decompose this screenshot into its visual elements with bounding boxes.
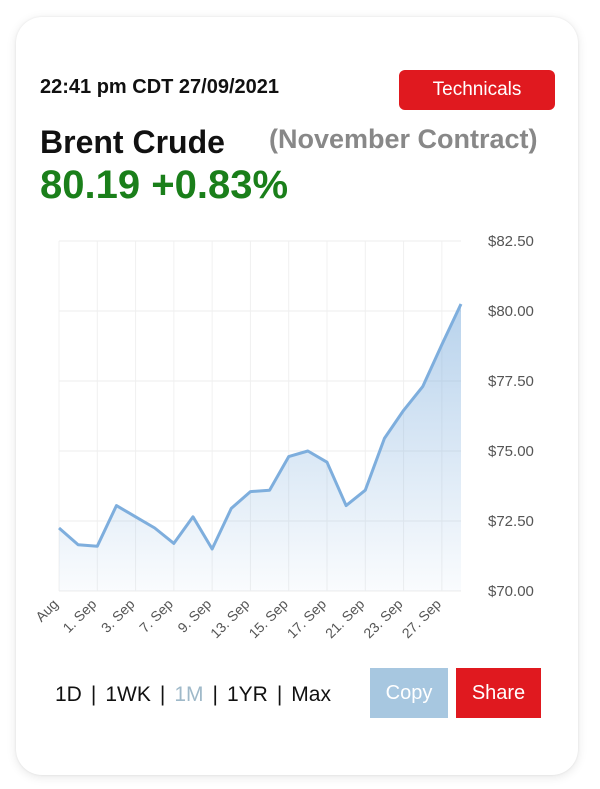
data-point <box>191 515 195 519</box>
x-tick-label: 1. Sep <box>59 596 99 636</box>
price-value: 80.19 <box>40 163 141 207</box>
price-series-line <box>58 303 463 551</box>
data-point <box>76 543 80 547</box>
x-tick-label: Aug <box>32 596 61 625</box>
range-option-1m[interactable]: 1M <box>174 683 204 706</box>
data-point <box>153 526 157 530</box>
technicals-button[interactable]: Technicals <box>399 70 555 110</box>
data-point <box>382 436 386 440</box>
data-point <box>134 515 138 519</box>
data-point <box>248 490 252 494</box>
chart-area <box>59 304 461 591</box>
data-point <box>95 544 99 548</box>
data-point <box>306 449 310 453</box>
data-point <box>172 541 176 545</box>
x-tick-label: 17. Sep <box>284 596 330 642</box>
x-tick-label: 15. Sep <box>245 596 291 642</box>
data-point <box>325 460 329 464</box>
data-point <box>57 526 61 530</box>
data-point <box>114 504 118 508</box>
x-tick-label: 13. Sep <box>207 596 253 642</box>
y-axis: $82.50 $80.00 $77.50 $75.00 $72.50 $70.00 <box>488 233 534 600</box>
range-option-max[interactable]: Max <box>291 683 331 706</box>
y-tick-label: $77.50 <box>488 373 534 390</box>
range-separator: | <box>159 683 166 706</box>
data-point <box>210 547 214 551</box>
data-point <box>363 488 367 492</box>
y-tick-label: $72.50 <box>488 513 534 530</box>
y-tick-label: $80.00 <box>488 303 534 320</box>
data-point <box>268 488 272 492</box>
range-separator: | <box>90 683 97 706</box>
y-tick-label: $70.00 <box>488 583 534 600</box>
data-point <box>421 385 425 389</box>
contract-label: (November Contract) <box>269 124 538 154</box>
x-tick-label: 7. Sep <box>136 596 176 636</box>
data-point <box>459 302 463 306</box>
data-point <box>229 506 233 510</box>
share-button[interactable]: Share <box>456 668 541 718</box>
chart-line <box>57 302 463 551</box>
x-tick-label: 27. Sep <box>399 596 445 642</box>
area-fill <box>59 304 461 591</box>
price-line: 80.19 +0.83% <box>40 163 288 208</box>
y-tick-label: $82.50 <box>488 233 534 250</box>
data-point <box>344 504 348 508</box>
price-change: +0.83% <box>151 163 289 207</box>
x-tick-label: 3. Sep <box>98 596 138 636</box>
copy-button[interactable]: Copy <box>370 668 448 718</box>
range-option-1yr[interactable]: 1YR <box>226 683 268 706</box>
data-point <box>440 343 444 347</box>
data-point <box>287 455 291 459</box>
instrument-title: Brent Crude <box>40 124 225 160</box>
range-separator: | <box>276 683 283 706</box>
range-option-1d[interactable]: 1D <box>55 683 82 706</box>
data-point <box>402 408 406 412</box>
x-tick-label: 23. Sep <box>360 596 406 642</box>
timestamp: 22:41 pm CDT 27/09/2021 <box>40 76 280 98</box>
x-tick-label: 21. Sep <box>322 596 368 642</box>
range-option-1wk[interactable]: 1WK <box>105 683 151 706</box>
quote-card <box>16 17 578 775</box>
range-separator: | <box>212 683 218 706</box>
y-tick-label: $75.00 <box>488 443 534 460</box>
range-selector: 1D | 1WK | 1M | 1YR | Max <box>55 683 331 707</box>
